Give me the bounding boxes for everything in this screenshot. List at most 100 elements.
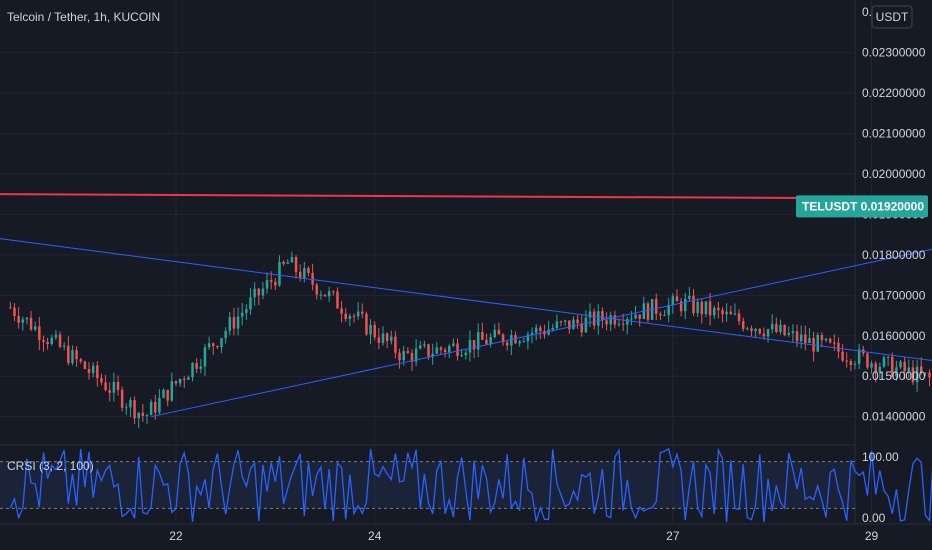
- trendline-ascending-wide[interactable]: [151, 69, 932, 418]
- candle-body: [928, 372, 931, 378]
- candle-body: [472, 340, 476, 350]
- candle-body: [787, 333, 790, 335]
- candle-body: [837, 342, 840, 352]
- candle-body: [154, 401, 157, 413]
- candle-body: [915, 366, 919, 383]
- candle-body: [307, 268, 310, 273]
- candle-body: [54, 334, 58, 338]
- indicator-label: CRSI (3, 2, 100): [7, 459, 94, 473]
- candle-body: [447, 346, 451, 353]
- candle-body: [750, 328, 753, 332]
- grid: [0, 0, 932, 525]
- candle-body: [278, 261, 281, 286]
- candle-body: [21, 319, 25, 323]
- candle-body: [116, 382, 120, 390]
- candle-body: [588, 311, 592, 318]
- candle-body: [203, 347, 207, 367]
- candle-body: [816, 334, 819, 352]
- candle-body: [460, 355, 463, 357]
- candle-body: [762, 333, 766, 337]
- chart-title: Telcoin / Tether, 1h, KUCOIN: [7, 10, 160, 24]
- candle-body: [584, 317, 588, 333]
- candle-body: [481, 331, 484, 340]
- candle-body: [770, 323, 774, 330]
- candle-body: [671, 296, 675, 305]
- candle-body: [551, 328, 554, 330]
- candle-body: [791, 331, 795, 334]
- candle-body: [601, 311, 604, 321]
- candle-body: [708, 301, 712, 316]
- candle-body: [841, 351, 844, 361]
- candle-body: [737, 313, 741, 322]
- candle-body: [609, 315, 612, 325]
- candle-body: [419, 345, 422, 349]
- candle-body: [733, 313, 737, 315]
- candle-body: [245, 309, 248, 313]
- candle-body: [303, 268, 306, 279]
- candle-body: [183, 379, 186, 381]
- candle-body: [547, 329, 550, 335]
- candle-body: [108, 390, 111, 393]
- candle-body: [833, 342, 836, 344]
- candle-body: [439, 347, 443, 350]
- trendlines[interactable]: [0, 69, 932, 421]
- candle-body: [33, 326, 37, 330]
- trendline-descending[interactable]: [0, 238, 932, 421]
- candle-body: [402, 351, 405, 361]
- candle-body: [174, 381, 178, 384]
- candle-body: [340, 308, 343, 314]
- candle-body: [195, 362, 198, 369]
- candle-body: [158, 397, 161, 413]
- candle-body: [704, 301, 708, 315]
- resistance-line[interactable]: [0, 193, 856, 200]
- candle-body: [878, 366, 882, 373]
- candle-body: [381, 333, 385, 343]
- candle-body: [717, 307, 720, 311]
- candle-body: [435, 347, 439, 354]
- currency-label: USDT: [876, 10, 909, 24]
- candle-body: [216, 346, 219, 348]
- candle-body: [866, 353, 869, 368]
- candle-body: [9, 307, 12, 309]
- candle-body: [369, 324, 372, 335]
- candle-body: [191, 362, 194, 378]
- candle-body: [663, 315, 666, 317]
- candle-body: [857, 349, 861, 364]
- candle-body: [356, 311, 360, 317]
- candle-body: [141, 412, 145, 416]
- candle-body: [431, 353, 434, 357]
- candle-body: [211, 343, 215, 347]
- candle-body: [692, 295, 695, 314]
- candle-body: [700, 301, 704, 315]
- candle-body: [79, 359, 82, 362]
- candle-body: [580, 323, 583, 333]
- candle-body: [489, 336, 492, 345]
- candle-body: [712, 307, 716, 316]
- candle-body: [696, 301, 699, 314]
- candle-body: [501, 334, 505, 343]
- candle-body: [336, 291, 339, 309]
- price-badge-symbol: TELUSDT: [802, 199, 858, 213]
- price-badge-value: 0.01920000: [861, 199, 925, 213]
- currency-badge[interactable]: USDT: [871, 5, 913, 29]
- candle-body: [129, 400, 132, 408]
- candle-body: [638, 314, 641, 319]
- candle-body: [145, 415, 149, 417]
- candle-body: [870, 363, 873, 368]
- candle-body: [476, 331, 480, 350]
- candle-body: [112, 382, 116, 393]
- candle-body: [729, 311, 733, 315]
- candle-body: [746, 328, 749, 330]
- y-tick-label: 0.01600000: [862, 329, 926, 343]
- candle-body: [125, 407, 128, 409]
- candle-body: [104, 382, 107, 391]
- candle-body: [874, 363, 877, 373]
- candle-body: [804, 334, 807, 344]
- candle-body: [630, 318, 633, 320]
- candle-body: [390, 336, 393, 341]
- candle-body: [133, 400, 136, 419]
- candle-body: [311, 272, 314, 285]
- candle-body: [485, 339, 488, 345]
